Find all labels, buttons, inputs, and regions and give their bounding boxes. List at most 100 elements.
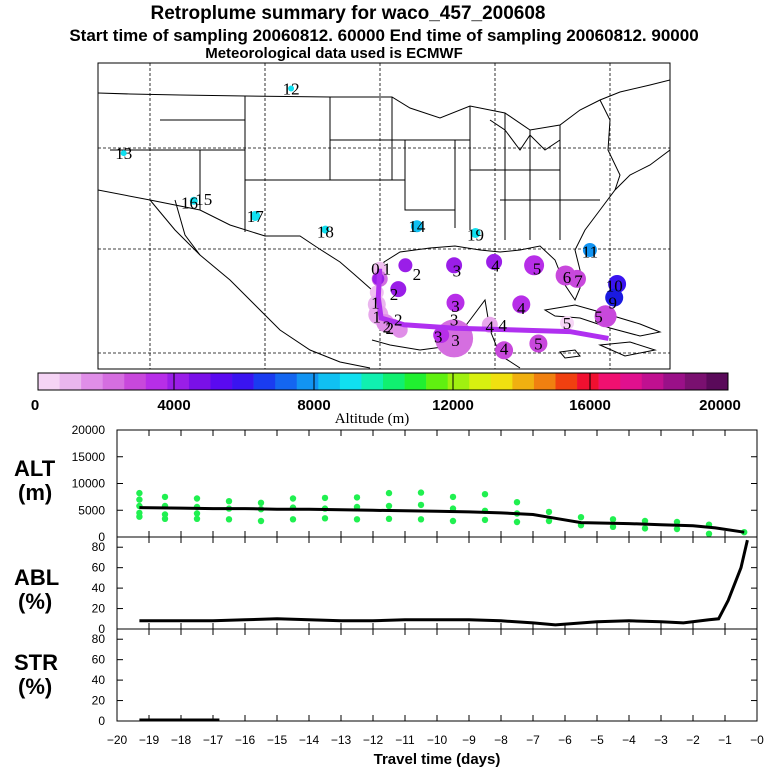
- mexico-west-coast: [149, 199, 371, 369]
- alt-particle-point: [161, 493, 169, 501]
- day-label: 5: [594, 307, 603, 326]
- str-frame: [116, 628, 758, 722]
- x-tick-label: −8: [494, 733, 508, 747]
- alt-particle-point: [417, 516, 425, 523]
- cb-tick-4000: 4000: [157, 397, 190, 414]
- atlantic-coast: [599, 99, 621, 191]
- border-mexico: [98, 189, 373, 291]
- day-label: 4: [517, 299, 526, 318]
- state-boundaries: [110, 96, 600, 240]
- colorbar-swatch: [426, 373, 448, 390]
- x-tick-label: −6: [558, 733, 572, 747]
- colorbar-swatch: [512, 373, 535, 390]
- day-label: 5: [534, 335, 543, 354]
- plume-marker: [529, 334, 548, 353]
- alt-label: ALT: [14, 456, 56, 481]
- x-tick-label: −18: [171, 733, 192, 747]
- day-label: 0: [371, 260, 380, 279]
- alt-panel: ALT (m) 0 5000 10000 15000 20000: [14, 423, 758, 544]
- alt-particle-point: [513, 518, 521, 526]
- str-label: STR: [14, 650, 58, 675]
- alt-frame: [116, 429, 758, 538]
- colorbar-swatch: [38, 373, 60, 390]
- day-label: 3: [453, 261, 462, 280]
- day-label: 1: [373, 307, 382, 326]
- colorbar-title: Altitude (m): [335, 411, 410, 427]
- baja-peninsula: [174, 199, 201, 256]
- y-tick-label: 0: [98, 530, 105, 544]
- abl-panel: ABL (%) 0 20 40 60 80: [14, 536, 758, 636]
- colorbar-swatch: [533, 373, 556, 390]
- alt-particle-point: [193, 510, 201, 517]
- day-label: 5: [563, 314, 572, 333]
- alt-particle-point: [641, 525, 649, 532]
- plume-marker: [390, 281, 407, 298]
- day-label: 13: [115, 144, 132, 163]
- colorbar-swatch: [577, 373, 599, 390]
- str-panel: STR (%) 0 20 40 60 80: [14, 628, 758, 728]
- alt-particle-point: [225, 498, 233, 505]
- colorbar-swatch: [210, 373, 233, 390]
- y-tick-label: 80: [92, 540, 106, 554]
- great-lakes: [489, 119, 561, 151]
- x-axis-label: Travel time (days): [374, 751, 501, 768]
- map-basemap: [98, 79, 670, 369]
- day-label: 3: [434, 328, 443, 347]
- alt-particle-point: [385, 515, 393, 522]
- y-tick-label: 60: [92, 561, 106, 575]
- plume-marker: [582, 243, 597, 257]
- day-label: 2: [413, 265, 422, 284]
- day-label: 2: [390, 285, 399, 304]
- alt-particle-point: [705, 530, 713, 537]
- colorbar-swatch: [620, 373, 643, 390]
- x-tick-label: −19: [139, 733, 160, 747]
- plume-marker: [495, 341, 514, 360]
- y-tick-label: 20: [92, 694, 106, 708]
- day-label: 2: [394, 311, 403, 330]
- alt-particle-point: [417, 501, 425, 509]
- colorbar-swatch: [145, 373, 168, 390]
- plume-marker: [120, 150, 127, 157]
- alt-particle-point: [545, 508, 553, 516]
- day-label: 5: [533, 260, 542, 279]
- plume-marker: [321, 225, 330, 234]
- colorbar-swatch: [253, 373, 276, 390]
- y-tick-label: 40: [92, 673, 106, 687]
- cb-tick-20000: 20000: [699, 397, 741, 414]
- day-label: 19: [467, 226, 484, 245]
- alt-particle-point: [257, 517, 265, 525]
- y-tick-label: 5000: [78, 503, 105, 517]
- plume-marker: [594, 305, 617, 328]
- alt-particle-point: [136, 489, 143, 497]
- colorbar-swatch: [59, 373, 82, 390]
- day-label: 1: [371, 294, 380, 313]
- plume-marker: [446, 293, 465, 312]
- x-tick-label: −7: [526, 733, 540, 747]
- alt-particle-point: [193, 515, 201, 522]
- y-tick-label: 10000: [72, 477, 106, 491]
- day-label: 2: [383, 318, 392, 337]
- alt-particle-point: [609, 523, 617, 530]
- str-yticks: 0 20 40 60 80: [92, 632, 757, 728]
- y-tick-label: 15000: [72, 450, 106, 464]
- alt-particle-point: [545, 517, 553, 525]
- x-tick-label: −12: [363, 733, 384, 747]
- plume-marker: [410, 220, 423, 233]
- alt-particle-point: [225, 516, 233, 523]
- y-tick-label: 20000: [72, 423, 106, 437]
- cb-tick-8000: 8000: [297, 397, 330, 414]
- colorbar-swatch: [404, 373, 427, 390]
- day-label: 12: [283, 80, 300, 99]
- colorbar-swatch: [555, 373, 578, 390]
- y-tick-label: 0: [98, 714, 105, 728]
- cb-tick-16000: 16000: [569, 397, 611, 414]
- colorbar-swatch: [469, 373, 492, 390]
- plume-marker: [560, 316, 574, 331]
- cb-tick-12000: 12000: [432, 397, 474, 414]
- day-label: 3: [450, 311, 459, 330]
- x-tick-label: −4: [622, 733, 636, 747]
- alt-particle-point: [449, 517, 457, 525]
- x-tick-label: −0: [750, 733, 764, 747]
- x-tick-label: −16: [235, 733, 256, 747]
